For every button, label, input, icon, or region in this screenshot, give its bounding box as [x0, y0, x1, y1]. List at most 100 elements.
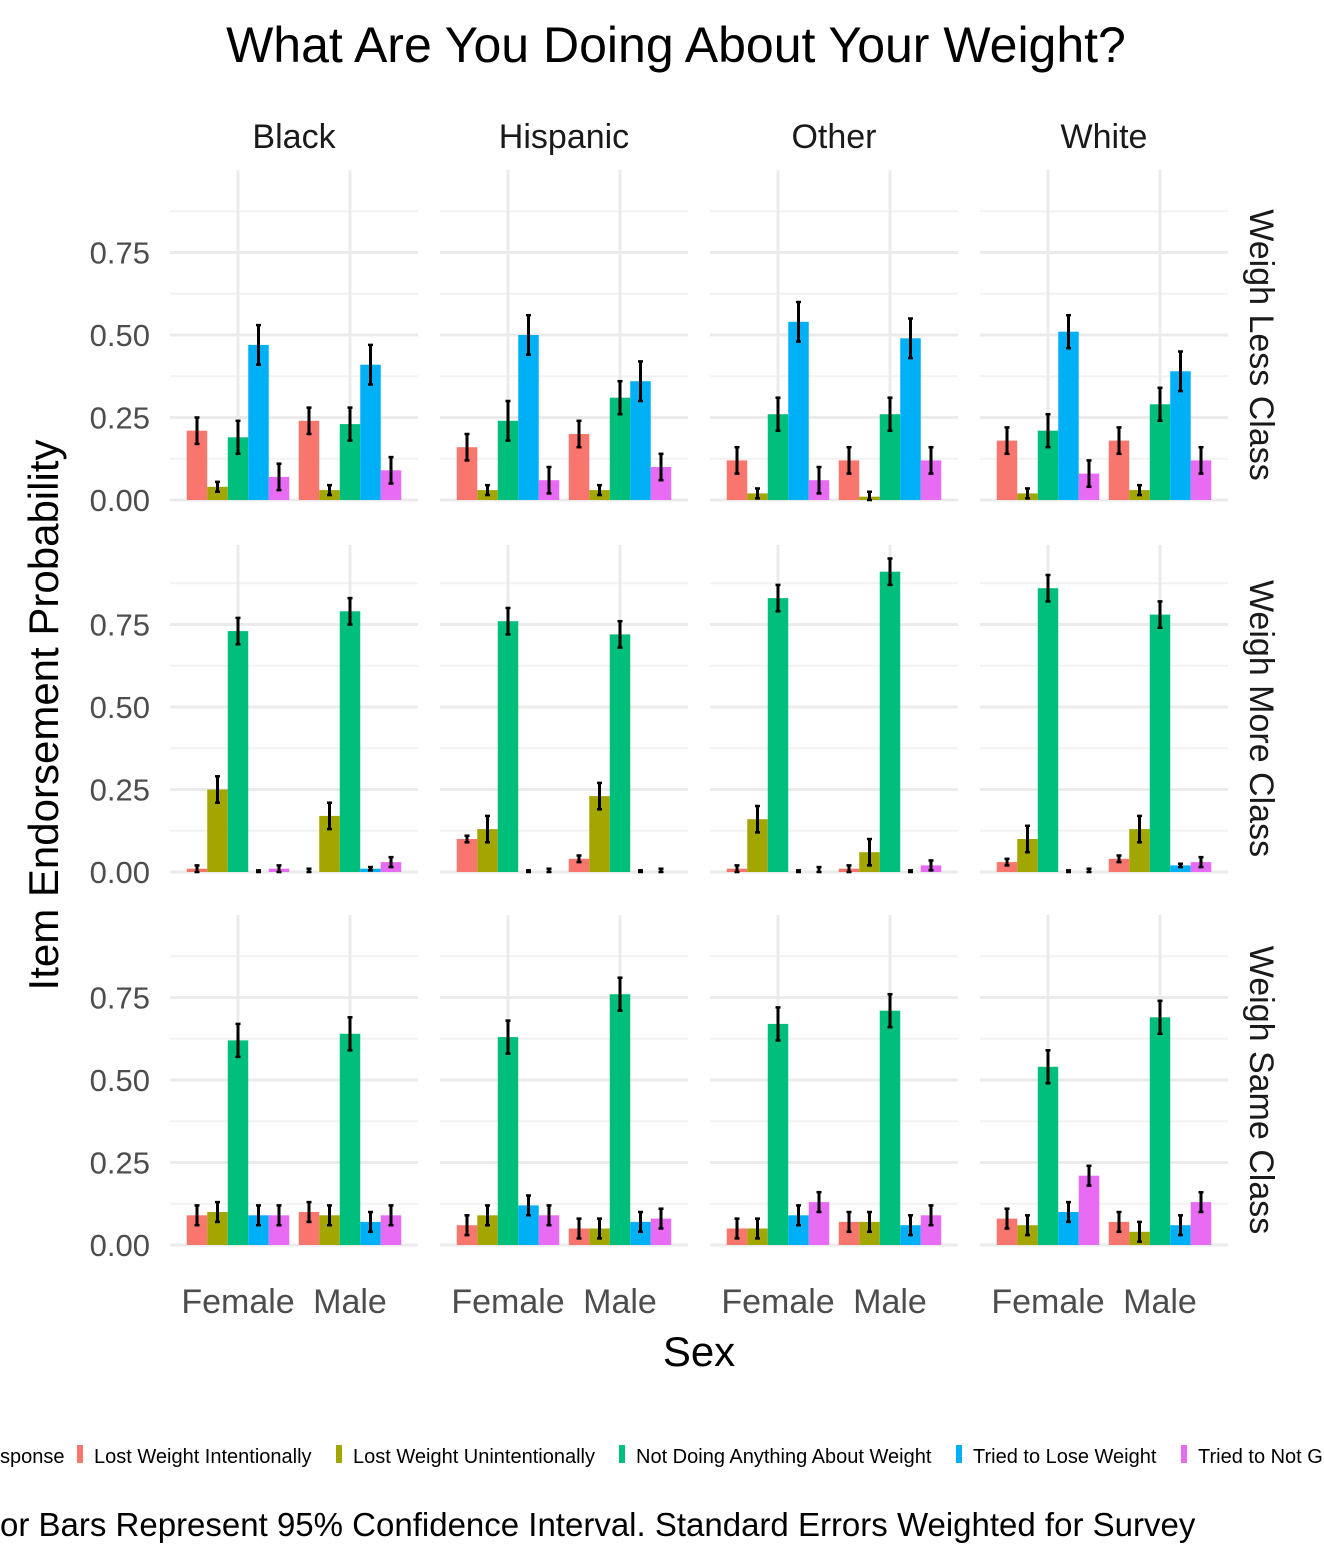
y-tick-label: 0.75	[90, 981, 150, 1016]
x-tick-label-female: Female	[721, 1283, 834, 1321]
bar-not-doing-anything-about-weight	[339, 611, 361, 872]
bar-tried-to-not-g	[538, 1215, 560, 1245]
legend-swatch-tried-to-lose-weight	[956, 1445, 962, 1463]
bar-lost-weight-intentionally	[1108, 858, 1130, 872]
bar-lost-weight-unintentionally	[1017, 839, 1038, 872]
bar-tried-to-lose-weight	[900, 338, 921, 500]
y-tick-label: 0.25	[90, 401, 150, 436]
bar-tried-to-not-g	[268, 1215, 290, 1245]
bar-tried-to-lose-weight	[1058, 331, 1079, 500]
bar-tried-to-lose-weight	[360, 1221, 381, 1245]
bar-tried-to-not-g	[920, 1215, 942, 1245]
bar-not-doing-anything-about-weight	[767, 414, 789, 500]
chart-caption: or Bars Represent 95% Confidence Interva…	[0, 1506, 1196, 1543]
bar-tried-to-not-g	[1078, 1175, 1100, 1245]
legend-swatch-lost-weight-unintentionally	[336, 1445, 342, 1463]
bar-tried-to-lose-weight	[248, 1215, 269, 1245]
bar-not-doing-anything-about-weight	[227, 437, 249, 500]
bar-not-doing-anything-about-weight	[767, 598, 789, 872]
bar-lost-weight-unintentionally	[207, 1212, 228, 1245]
bar-not-doing-anything-about-weight	[1149, 1017, 1171, 1245]
legend-leading-text: sponse	[0, 1446, 65, 1468]
bar-tried-to-lose-weight	[1170, 865, 1191, 872]
bar-lost-weight-intentionally	[996, 440, 1018, 500]
bar-not-doing-anything-about-weight	[879, 1010, 901, 1245]
bar-tried-to-lose-weight	[630, 1221, 651, 1245]
bar-not-doing-anything-about-weight	[339, 1033, 361, 1245]
x-tick-label-female: Female	[181, 1283, 294, 1321]
strip-label-weigh-less-class: Weigh Less Class	[1242, 209, 1280, 481]
bar-not-doing-anything-about-weight	[879, 414, 901, 500]
bar-lost-weight-unintentionally	[589, 796, 610, 872]
bar-lost-weight-intentionally	[838, 1221, 860, 1245]
panel-weigh-more-class-other	[710, 545, 958, 874]
bar-lost-weight-intentionally	[838, 460, 860, 500]
x-tick-label-male: Male	[1123, 1283, 1197, 1321]
bar-tried-to-not-g	[808, 1202, 830, 1245]
bar-lost-weight-intentionally	[568, 858, 590, 872]
bar-tried-to-not-g	[650, 1218, 672, 1245]
bar-not-doing-anything-about-weight	[1149, 404, 1171, 500]
panel-weigh-less-class-black	[170, 170, 418, 502]
bar-not-doing-anything-about-weight	[339, 424, 361, 500]
strip-label-white: White	[1061, 118, 1148, 156]
bar-tried-to-lose-weight	[788, 321, 809, 500]
bar-lost-weight-unintentionally	[207, 486, 228, 500]
bar-not-doing-anything-about-weight	[879, 571, 901, 872]
y-tick-label: 0.75	[90, 236, 150, 271]
y-tick-label: 0.00	[90, 855, 150, 890]
panel-weigh-more-class-hispanic	[440, 545, 688, 874]
bar-not-doing-anything-about-weight	[497, 621, 519, 872]
bar-not-doing-anything-about-weight	[1037, 430, 1059, 500]
bar-tried-to-not-g	[1190, 1202, 1212, 1245]
panel-weigh-same-class-black	[170, 915, 418, 1247]
bar-lost-weight-unintentionally	[747, 819, 768, 872]
bar-tried-to-lose-weight	[630, 381, 651, 500]
bar-lost-weight-unintentionally	[1129, 829, 1150, 872]
legend-swatch-tried-to-not-g	[1181, 1445, 1187, 1463]
panel-weigh-same-class-other	[710, 915, 958, 1247]
bar-lost-weight-unintentionally	[207, 789, 228, 872]
bar-tried-to-not-g	[1190, 460, 1212, 500]
legend-label-lost-weight-intentionally: Lost Weight Intentionally	[94, 1446, 312, 1468]
bar-not-doing-anything-about-weight	[1149, 614, 1171, 872]
strip-label-weigh-more-class: Weigh More Class	[1242, 580, 1280, 857]
panel-weigh-same-class-hispanic	[440, 915, 688, 1247]
bar-not-doing-anything-about-weight	[1037, 1066, 1059, 1245]
y-tick-label: 0.50	[90, 690, 150, 725]
bar-lost-weight-intentionally	[996, 862, 1018, 872]
panel-weigh-same-class-white	[980, 915, 1228, 1247]
x-tick-label-male: Male	[313, 1283, 387, 1321]
y-tick-label: 0.75	[90, 608, 150, 643]
legend-label-not-doing-anything-about-weight: Not Doing Anything About Weight	[636, 1446, 932, 1468]
bar-not-doing-anything-about-weight	[497, 420, 519, 500]
y-tick-label: 0.25	[90, 1146, 150, 1181]
panel-weigh-less-class-hispanic	[440, 170, 688, 502]
bar-not-doing-anything-about-weight	[609, 397, 631, 500]
y-tick-label: 0.00	[90, 1228, 150, 1263]
bar-tried-to-not-g	[380, 470, 402, 500]
bar-lost-weight-intentionally	[298, 1212, 320, 1245]
bar-not-doing-anything-about-weight	[227, 1040, 249, 1245]
bar-not-doing-anything-about-weight	[1037, 588, 1059, 872]
bar-not-doing-anything-about-weight	[767, 1023, 789, 1245]
bar-not-doing-anything-about-weight	[609, 994, 631, 1245]
panel-weigh-more-class-black	[170, 545, 418, 874]
bar-tried-to-not-g	[650, 467, 672, 500]
x-tick-label-male: Male	[853, 1283, 927, 1321]
bar-lost-weight-intentionally	[186, 1215, 208, 1245]
bar-lost-weight-intentionally	[456, 839, 478, 872]
panel-weigh-less-class-white	[980, 170, 1228, 502]
strip-label-hispanic: Hispanic	[499, 118, 629, 156]
strip-label-black: Black	[252, 118, 336, 156]
bar-tried-to-lose-weight	[360, 364, 381, 500]
x-tick-label-female: Female	[991, 1283, 1104, 1321]
bar-lost-weight-unintentionally	[319, 1215, 340, 1245]
bar-not-doing-anything-about-weight	[497, 1037, 519, 1245]
bar-tried-to-not-g	[920, 460, 942, 500]
bar-not-doing-anything-about-weight	[227, 631, 249, 872]
bar-lost-weight-intentionally	[996, 1218, 1018, 1245]
panel-weigh-less-class-other	[710, 170, 958, 502]
bar-lost-weight-unintentionally	[319, 815, 340, 872]
